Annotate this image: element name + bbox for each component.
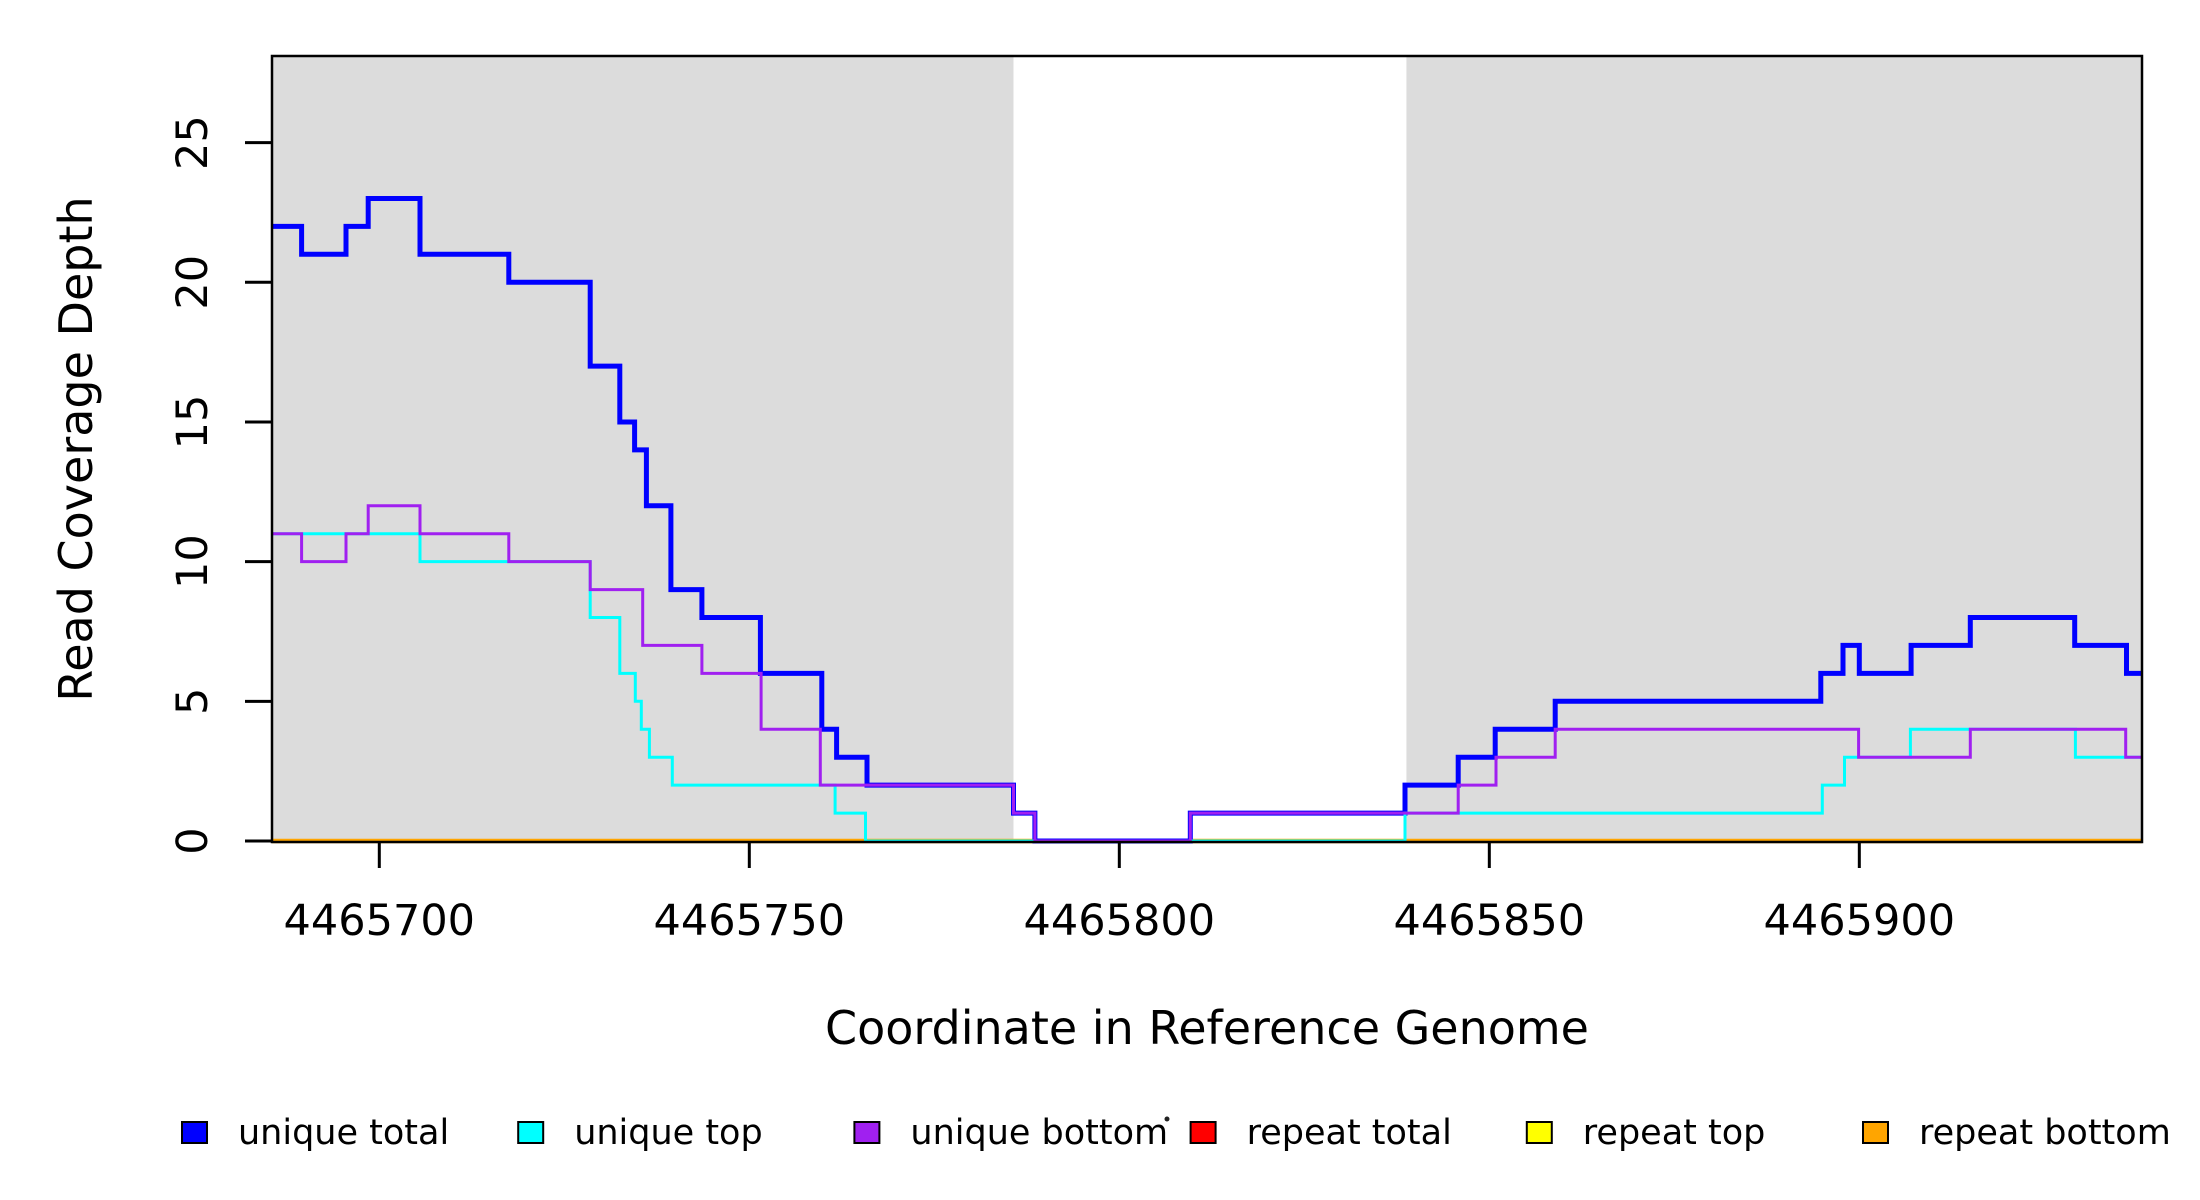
legend-swatch-unique-total [181,1121,208,1144]
legend-swatch-repeat-bottom [1862,1121,1889,1144]
x-tick-label: 4465750 [654,896,846,946]
series-unique-total [272,196,2142,844]
y-axis-title: Read Coverage Depth [49,196,103,701]
legend-label-unique-bottom: unique bottom [910,1113,1168,1153]
y-tick-label: 5 [168,688,218,715]
legend: unique total unique top unique bottom repea… [181,1113,2171,1153]
x-axis-title: Coordinate in Reference Genome [825,1001,1589,1055]
y-tick-label: 15 [168,395,218,450]
x-tick-label: 4465700 [284,896,476,946]
series-unique-top [272,532,2142,843]
x-tick-label: 4465850 [1394,896,1586,946]
legend-label-unique-top: unique top [574,1113,763,1153]
legend-label-unique-total: unique total [238,1113,449,1153]
y-tick-label: 0 [168,827,218,854]
plot-border [270,54,2144,844]
legend-label-repeat-total: repeat total [1247,1113,1452,1153]
legend-label-repeat-top: repeat top [1583,1113,1766,1153]
x-tick-label: 4465900 [1764,896,1956,946]
legend-swatch-repeat-total [1189,1121,1217,1144]
legend-label-repeat-bottom: repeat bottom [1919,1113,2171,1153]
y-tick-label: 25 [168,115,218,170]
shaded-regions [272,56,2142,842]
y-tick-label: 20 [168,255,218,310]
legend-swatch-unique-top [517,1121,545,1144]
legend-swatch-repeat-top [1525,1121,1553,1144]
legend-swatch-unique-bottom [853,1121,881,1144]
axis-ticks: 0 5 10 15 20 25 4465700 4465750 4465800 4465850 44… [168,115,1955,946]
series-unique-bottom [272,504,2142,843]
plot-box [270,54,2144,844]
y-tick-label: 10 [168,534,218,589]
shaded-region-2 [1406,56,2142,842]
x-tick-label: 4465800 [1024,896,1216,946]
stray-dot [1164,1116,1170,1122]
